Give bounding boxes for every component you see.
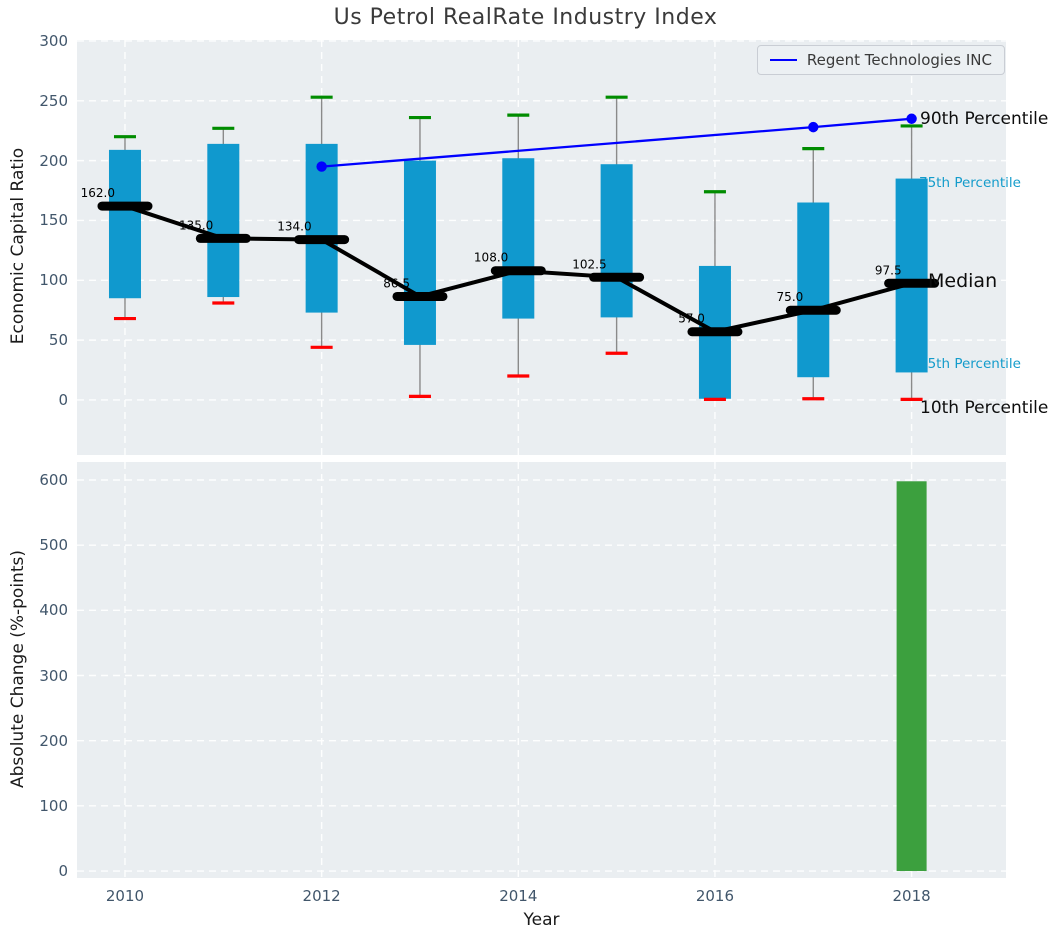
legend-label: Regent Technologies INC (806, 51, 992, 69)
y-tick-label: 300 (39, 666, 68, 685)
x-tick-label: 2010 (105, 887, 145, 905)
percentile-box (797, 202, 830, 378)
percentile-box (403, 160, 436, 345)
annotation-25th-percentile: 25th Percentile (919, 356, 1021, 373)
y-tick-label: 100 (39, 271, 68, 290)
x-axis-label: Year (523, 910, 560, 930)
y-tick-label: 50 (48, 331, 68, 350)
bottom-y-axis-label: Absolute Change (%-points) (8, 550, 28, 788)
annotation-median: Median (928, 270, 998, 293)
annotation-90th-percentile: 90th Percentile (920, 108, 1049, 129)
x-tick-label: 2018 (892, 887, 931, 905)
x-tick-label: 2014 (499, 887, 538, 905)
median-value-label: 97.5 (875, 263, 902, 277)
company-point (808, 121, 819, 133)
bottom-plot-area (77, 462, 1006, 878)
company-point (316, 161, 327, 172)
top-chart: 162.0 135.0 134.0 86.5 108.0 102.5 57.0 75.0 97.… (77, 40, 1006, 455)
median-value-label: 57.0 (678, 312, 705, 326)
percentile-box (502, 158, 535, 319)
legend: Regent Technologies INC (757, 45, 1005, 75)
y-tick-label: 300 (39, 31, 68, 50)
top-y-axis-label: Economic Capital Ratio (8, 147, 28, 345)
annotation-10th-percentile: 10th Percentile (920, 398, 1049, 419)
y-tick-label: 100 (39, 796, 68, 815)
y-tick-label: 200 (39, 731, 68, 750)
change-bar (896, 481, 927, 872)
percentile-box (108, 149, 141, 299)
y-tick-label: 500 (39, 536, 68, 555)
median-value-label: 135.0 (179, 218, 213, 232)
percentile-box (305, 143, 338, 313)
chart-title: Us Petrol RealRate Industry Index (333, 5, 718, 30)
bottom-chart (77, 462, 1006, 878)
median-value-label: 162.0 (81, 186, 115, 200)
y-tick-label: 200 (39, 151, 68, 170)
median-value-label: 108.0 (474, 251, 508, 265)
percentile-box (895, 178, 928, 373)
y-tick-label: 0 (58, 390, 68, 409)
percentile-box (600, 164, 633, 318)
legend-line-sample (770, 59, 797, 61)
y-tick-label: 400 (39, 601, 68, 620)
y-tick-label: 250 (39, 91, 68, 110)
y-tick-label: 150 (39, 211, 68, 230)
median-value-label: 102.5 (572, 257, 606, 271)
annotation-75th-percentile: 75th Percentile (919, 175, 1021, 192)
x-tick-label: 2016 (695, 887, 735, 905)
company-point (906, 113, 917, 124)
y-tick-label: 600 (39, 470, 68, 489)
median-value-label: 75.0 (777, 290, 804, 304)
x-tick-label: 2012 (302, 887, 341, 905)
percentile-box (207, 143, 240, 298)
median-value-label: 134.0 (277, 220, 311, 234)
y-tick-label: 0 (58, 862, 68, 881)
median-value-label: 86.5 (383, 276, 410, 290)
